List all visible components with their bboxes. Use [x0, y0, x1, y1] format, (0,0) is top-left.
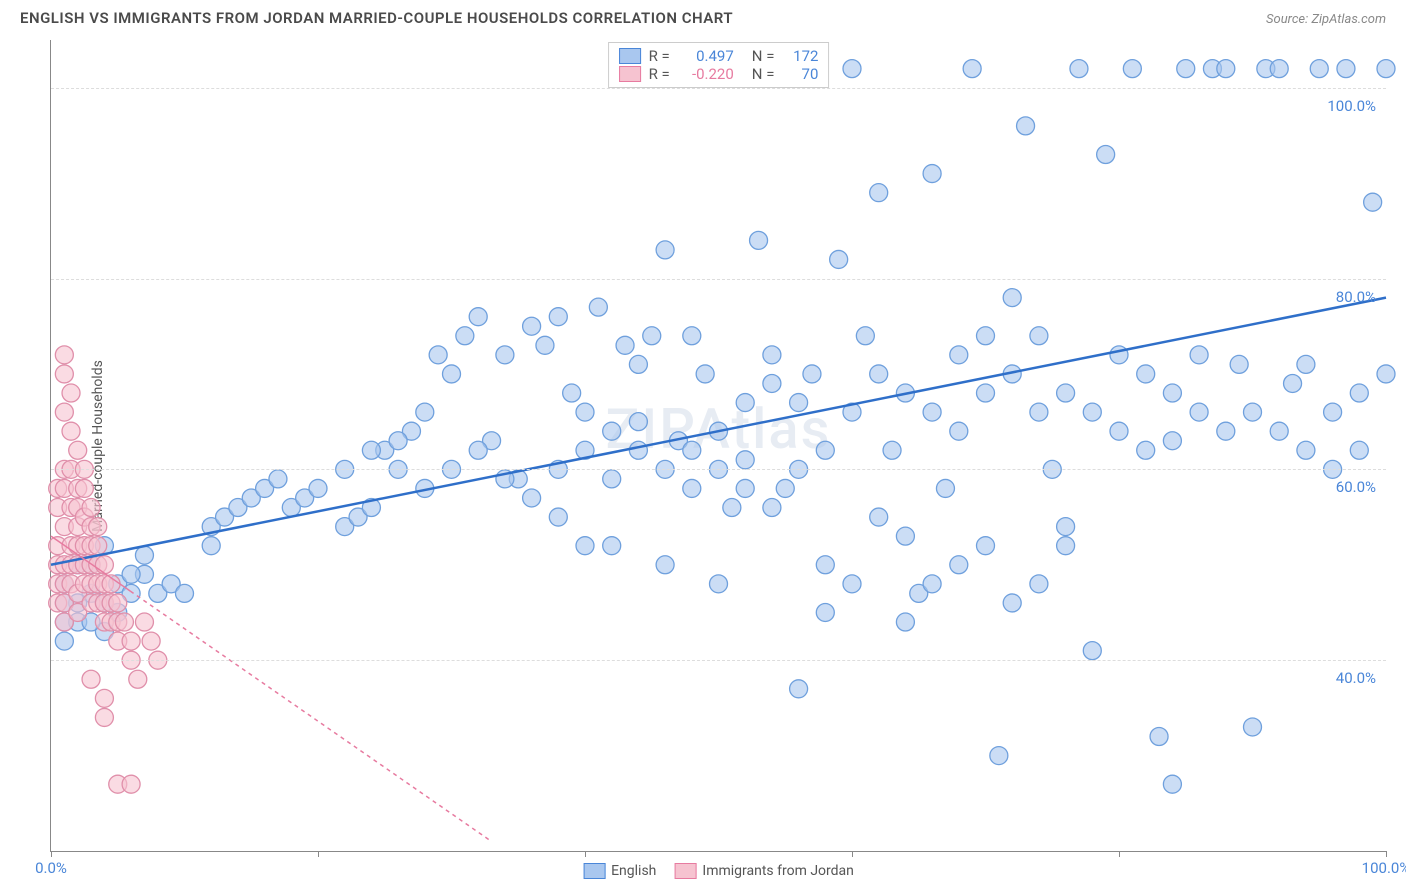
x-tick [318, 851, 319, 857]
legend-series-item: Immigrants from Jordan [674, 863, 854, 879]
gridline [51, 469, 1386, 470]
gridline [51, 279, 1386, 280]
gridline [51, 660, 1386, 661]
n-value: 172 [782, 47, 818, 65]
n-label: N = [752, 47, 775, 65]
legend-correlation-row: R = -0.220 N = 70 [619, 65, 819, 83]
legend-series-label: English [611, 863, 656, 879]
y-tick-label: 100.0% [1327, 97, 1376, 115]
x-tick-label: 0.0% [35, 859, 67, 877]
chart-area: ZIPAtlas R =0.497N =172R =-0.220N =70 En… [50, 40, 1386, 852]
legend-correlation-box: R = 0.497 N = 172 R = -0.220 N = 70 [608, 42, 830, 88]
legend-swatch [583, 863, 605, 879]
source-name: ZipAtlas.com [1311, 12, 1386, 27]
scatter-plot-svg [51, 40, 1386, 851]
x-tick [1119, 851, 1120, 857]
source-prefix: Source: [1266, 12, 1311, 27]
legend-series: English Immigrants from Jordan [583, 863, 854, 879]
x-tick [1386, 851, 1387, 857]
r-value: -0.220 [678, 65, 734, 83]
legend-series-label: Immigrants from Jordan [702, 863, 854, 879]
n-value: 70 [782, 65, 818, 83]
source-attribution: Source: ZipAtlas.com [1266, 8, 1386, 27]
y-tick-label: 40.0% [1336, 669, 1376, 687]
x-tick [585, 851, 586, 857]
legend-swatch [619, 66, 641, 82]
x-tick [51, 851, 52, 857]
chart-title: ENGLISH VS IMMIGRANTS FROM JORDAN MARRIE… [20, 9, 733, 27]
r-value: 0.497 [678, 47, 734, 65]
x-tick [852, 851, 853, 857]
legend-series-item: English [583, 863, 656, 879]
gridline [51, 88, 1386, 89]
r-label: R = [649, 47, 670, 65]
r-label: R = [649, 65, 670, 83]
legend-swatch [619, 48, 641, 64]
n-label: N = [752, 65, 775, 83]
y-tick-label: 60.0% [1336, 478, 1376, 496]
legend-correlation-row: R = 0.497 N = 172 [619, 47, 819, 65]
x-tick-label: 100.0% [1362, 859, 1406, 877]
legend-swatch [674, 863, 696, 879]
y-tick-label: 80.0% [1336, 288, 1376, 306]
